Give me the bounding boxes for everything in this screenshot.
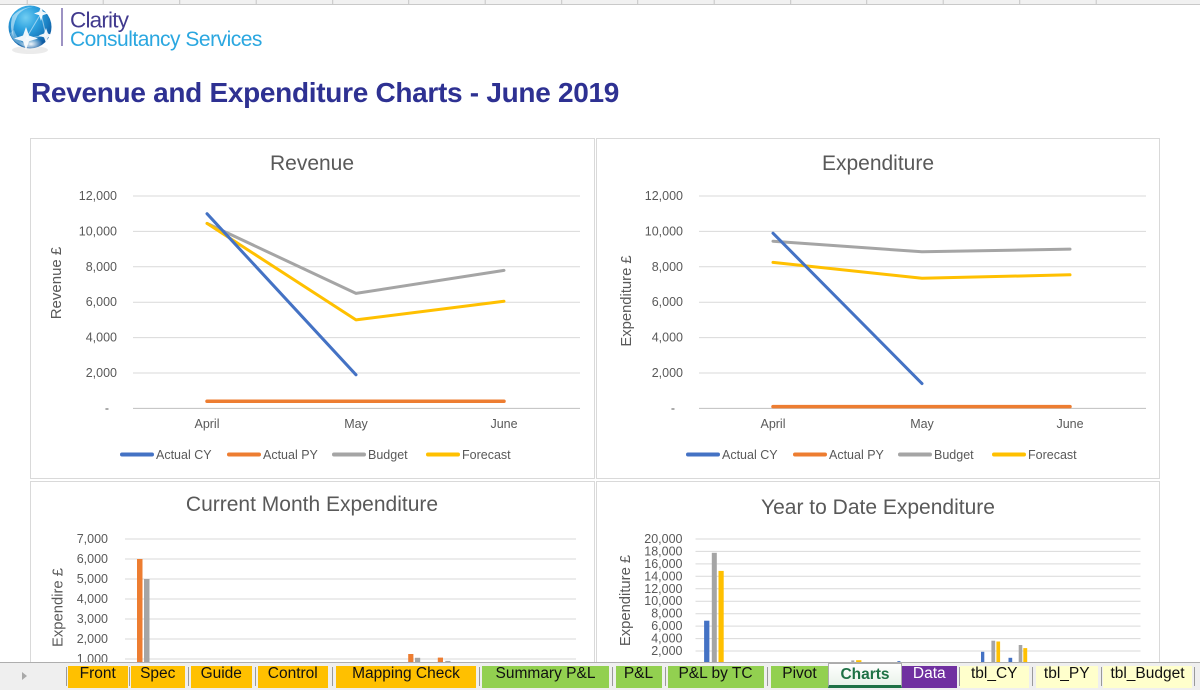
svg-text:-: - bbox=[671, 401, 675, 415]
svg-text:May: May bbox=[344, 417, 368, 431]
svg-text:Budget: Budget bbox=[934, 448, 974, 462]
svg-text:Expendire £: Expendire £ bbox=[51, 568, 67, 647]
svg-text:18,000: 18,000 bbox=[644, 544, 682, 558]
svg-text:Actual PY: Actual PY bbox=[829, 448, 885, 462]
svg-text:12,000: 12,000 bbox=[644, 582, 682, 596]
svg-text:5,000: 5,000 bbox=[77, 572, 108, 586]
svg-text:Actual CY: Actual CY bbox=[156, 448, 212, 462]
svg-text:4,000: 4,000 bbox=[651, 632, 682, 646]
svg-text:Expenditure £: Expenditure £ bbox=[618, 555, 634, 646]
svg-text:May: May bbox=[910, 417, 934, 431]
svg-text:14,000: 14,000 bbox=[644, 569, 682, 583]
svg-text:Forecast: Forecast bbox=[462, 448, 511, 462]
svg-text:2,000: 2,000 bbox=[651, 644, 682, 658]
svg-text:20,000: 20,000 bbox=[644, 532, 682, 546]
svg-text:Budget: Budget bbox=[368, 448, 408, 462]
svg-text:Consultancy Services: Consultancy Services bbox=[70, 28, 262, 51]
svg-text:10,000: 10,000 bbox=[645, 224, 683, 238]
svg-text:6,000: 6,000 bbox=[652, 295, 683, 309]
svg-text:Expenditure: Expenditure bbox=[822, 152, 934, 175]
svg-text:April: April bbox=[760, 417, 785, 431]
svg-text:Actual CY: Actual CY bbox=[722, 448, 778, 462]
svg-text:3,000: 3,000 bbox=[77, 612, 108, 626]
svg-text:8,000: 8,000 bbox=[651, 607, 682, 621]
svg-text:June: June bbox=[1056, 417, 1083, 431]
svg-text:4,000: 4,000 bbox=[86, 331, 117, 345]
svg-text:Revenue: Revenue bbox=[270, 152, 354, 175]
svg-text:10,000: 10,000 bbox=[644, 594, 682, 608]
svg-text:8,000: 8,000 bbox=[86, 260, 117, 274]
svg-text:2,000: 2,000 bbox=[77, 632, 108, 646]
svg-text:12,000: 12,000 bbox=[645, 189, 683, 203]
svg-text:10,000: 10,000 bbox=[79, 224, 117, 238]
svg-text:Forecast: Forecast bbox=[1028, 448, 1077, 462]
svg-text:6,000: 6,000 bbox=[77, 552, 108, 566]
svg-text:Expenditure £: Expenditure £ bbox=[619, 255, 635, 346]
svg-text:2,000: 2,000 bbox=[86, 366, 117, 380]
svg-text:6,000: 6,000 bbox=[86, 295, 117, 309]
svg-text:4,000: 4,000 bbox=[77, 592, 108, 606]
svg-text:2,000: 2,000 bbox=[652, 366, 683, 380]
svg-text:April: April bbox=[194, 417, 219, 431]
svg-text:-: - bbox=[105, 401, 109, 415]
svg-text:12,000: 12,000 bbox=[79, 189, 117, 203]
svg-text:Actual PY: Actual PY bbox=[263, 448, 319, 462]
svg-text:6,000: 6,000 bbox=[651, 619, 682, 633]
svg-text:Revenue £: Revenue £ bbox=[48, 246, 65, 319]
svg-text:Current Month Expenditure: Current Month Expenditure bbox=[186, 493, 438, 516]
svg-text:7,000: 7,000 bbox=[77, 532, 108, 546]
svg-text:4,000: 4,000 bbox=[652, 331, 683, 345]
svg-text:June: June bbox=[490, 417, 517, 431]
svg-text:Clarity: Clarity bbox=[70, 8, 130, 33]
svg-text:16,000: 16,000 bbox=[644, 557, 682, 571]
svg-text:Year to Date Expenditure: Year to Date Expenditure bbox=[761, 496, 995, 519]
svg-text:8,000: 8,000 bbox=[652, 260, 683, 274]
